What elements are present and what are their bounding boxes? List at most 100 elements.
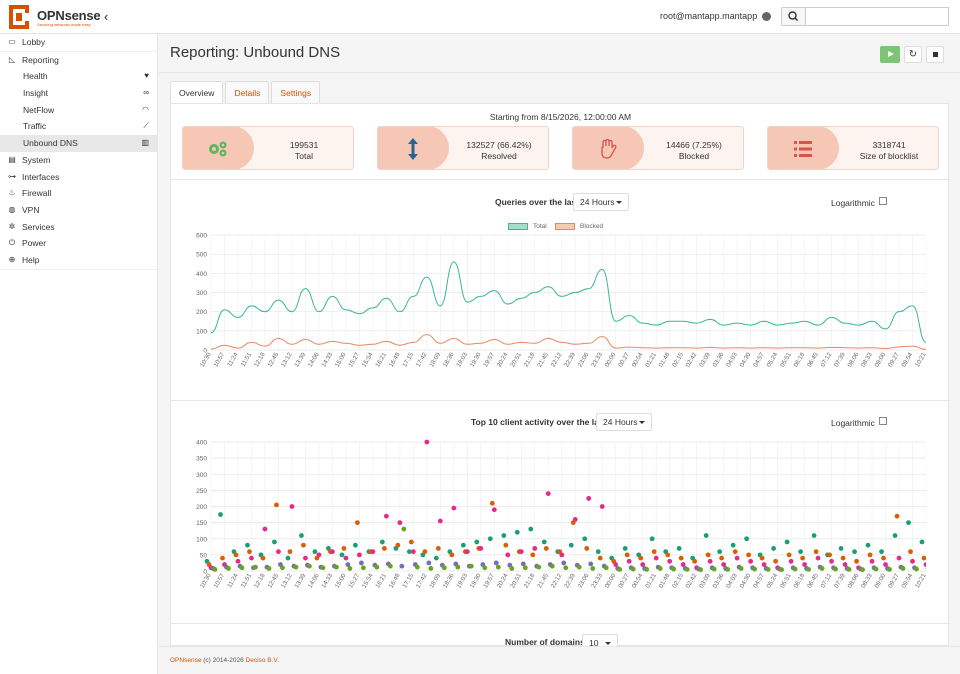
x-tick-label: 23:06 [577, 351, 591, 368]
sidebar-item-lobby[interactable]: ▭ Lobby [0, 34, 157, 51]
queries-log-checkbox[interactable] [879, 197, 887, 205]
scatter-point [761, 562, 767, 567]
legend-total-label[interactable]: Total [533, 223, 547, 230]
sidebar-item-reporting[interactable]: ◺ Reporting [0, 52, 157, 69]
x-tick-label: 05:24 [766, 572, 780, 589]
stop-service-button[interactable] [926, 46, 944, 63]
sidebar-item-vpn[interactable]: ◍ VPN [0, 202, 157, 219]
x-tick-label: 20:24 [496, 572, 510, 589]
x-tick-label: 15:00 [334, 351, 348, 368]
scatter-point [299, 533, 304, 538]
queries-range-select[interactable]: 24 Hours [573, 193, 629, 211]
arrows-v-icon [378, 127, 448, 169]
y-tick-label: 100 [196, 536, 207, 543]
x-tick-label: 20:24 [496, 351, 510, 368]
top-navbar: OPNsense Securing networks made easy ‹ r… [0, 0, 960, 34]
scatter-point [638, 555, 644, 561]
scatter-point [590, 566, 596, 571]
scatter-point [894, 513, 900, 519]
x-tick-label: 19:57 [482, 351, 496, 368]
legend-blocked-label[interactable]: Blocked [580, 223, 604, 230]
x-tick-label: 19:30 [469, 572, 483, 589]
starting-from-label: Starting from 8/15/2026, 12:00:00 AM [489, 112, 632, 122]
scatter-point [644, 566, 650, 572]
opnsense-logo-icon[interactable] [5, 3, 33, 31]
sidebar-item-firewall[interactable]: ♨ Firewall [0, 185, 157, 202]
x-tick-label: 21:45 [536, 351, 550, 368]
scatter-point [653, 555, 659, 561]
scatter-point [684, 566, 690, 572]
scatter-point [765, 566, 771, 572]
scatter-point [802, 562, 807, 567]
collapse-sidebar-icon[interactable]: ‹ [104, 9, 109, 24]
sidebar-item-power[interactable]: ⏻ Power [0, 235, 157, 252]
lifebuoy-icon: ⊕ [8, 254, 16, 264]
x-tick-label: 14:33 [320, 572, 334, 589]
scatter-point [680, 562, 686, 567]
scatter-point [900, 566, 906, 571]
scatter-point [811, 533, 817, 538]
search-icon [788, 11, 799, 22]
scatter-point [786, 552, 792, 558]
legend-blocked-swatch[interactable] [555, 223, 575, 230]
sidebar-item-health[interactable]: Health ♥ [0, 68, 157, 85]
scatter-point [341, 546, 347, 551]
footer-vendor[interactable]: Deciso B.V. [245, 657, 279, 664]
x-tick-label: 17:15 [401, 351, 415, 368]
x-tick-label: 19:30 [469, 351, 483, 368]
x-tick-label: 03:36 [712, 351, 726, 368]
scatter-point [597, 555, 603, 561]
sidebar-item-interfaces[interactable]: ⊶ Interfaces [0, 169, 157, 186]
scatter-point [676, 546, 682, 551]
sidebar-item-system[interactable]: ▤ System [0, 152, 157, 169]
x-tick-label: 02:15 [671, 351, 685, 368]
scatter-point [509, 566, 515, 571]
sidebar-item-insight[interactable]: Insight ∞ [0, 85, 157, 102]
sidebar-item-label: Services [22, 221, 55, 232]
sidebar-item-help[interactable]: ⊕ Help [0, 252, 157, 269]
search-input[interactable] [806, 7, 949, 26]
x-tick-label: 14:06 [307, 351, 321, 368]
x-tick-label: 21:45 [536, 572, 550, 589]
y-tick-label: 350 [196, 456, 207, 463]
sidebar-item-label: Power [22, 238, 47, 249]
scatter-point [370, 549, 376, 555]
start-service-button[interactable] [880, 46, 900, 63]
scatter-point [665, 552, 671, 558]
scatter-point [846, 566, 852, 572]
tab-settings[interactable]: Settings [271, 81, 321, 103]
x-tick-label: 00:54 [631, 351, 645, 368]
sidebar-item-traffic[interactable]: Traffic ⟋ [0, 118, 157, 135]
scatter-point [815, 555, 821, 561]
clients-log-checkbox[interactable] [879, 417, 887, 425]
x-tick-label: 03:09 [698, 351, 712, 368]
scatter-point [460, 542, 466, 548]
scatter-point [303, 555, 308, 561]
sidebar-item-netflow[interactable]: NetFlow ◠ [0, 102, 157, 119]
x-tick-label: 12:45 [266, 351, 280, 368]
scatter-point [218, 512, 223, 517]
sidebar-item-label: NetFlow [23, 104, 55, 115]
scatter-point [339, 552, 345, 558]
x-tick-label: 16:21 [374, 572, 388, 589]
restart-service-button[interactable]: ↻ [904, 46, 922, 63]
x-tick-label: 13:39 [293, 351, 307, 368]
system-status-icon[interactable] [762, 12, 771, 21]
x-tick-label: 23:33 [590, 351, 604, 368]
x-tick-label: 22:12 [550, 351, 564, 368]
legend-total-swatch[interactable] [508, 223, 528, 230]
footer-product[interactable]: OPNsense [170, 657, 202, 664]
scatter-point [842, 562, 848, 567]
clients-range-select[interactable]: 24 Hours [596, 413, 652, 431]
scatter-point [640, 562, 646, 567]
user-menu[interactable]: root@mantapp.mantapp [660, 11, 758, 21]
sidebar-item-unbound-dns[interactable]: Unbound DNS ▥ [0, 135, 157, 152]
tab-details[interactable]: Details [225, 81, 270, 103]
x-tick-label: 09:27 [887, 351, 901, 368]
sidebar-item-services[interactable]: ✲ Services [0, 219, 157, 236]
scatter-point [491, 507, 497, 513]
scatter-point [226, 566, 231, 571]
tab-overview[interactable]: Overview [170, 81, 224, 103]
scatter-point [272, 539, 277, 545]
search-button[interactable] [781, 7, 806, 26]
